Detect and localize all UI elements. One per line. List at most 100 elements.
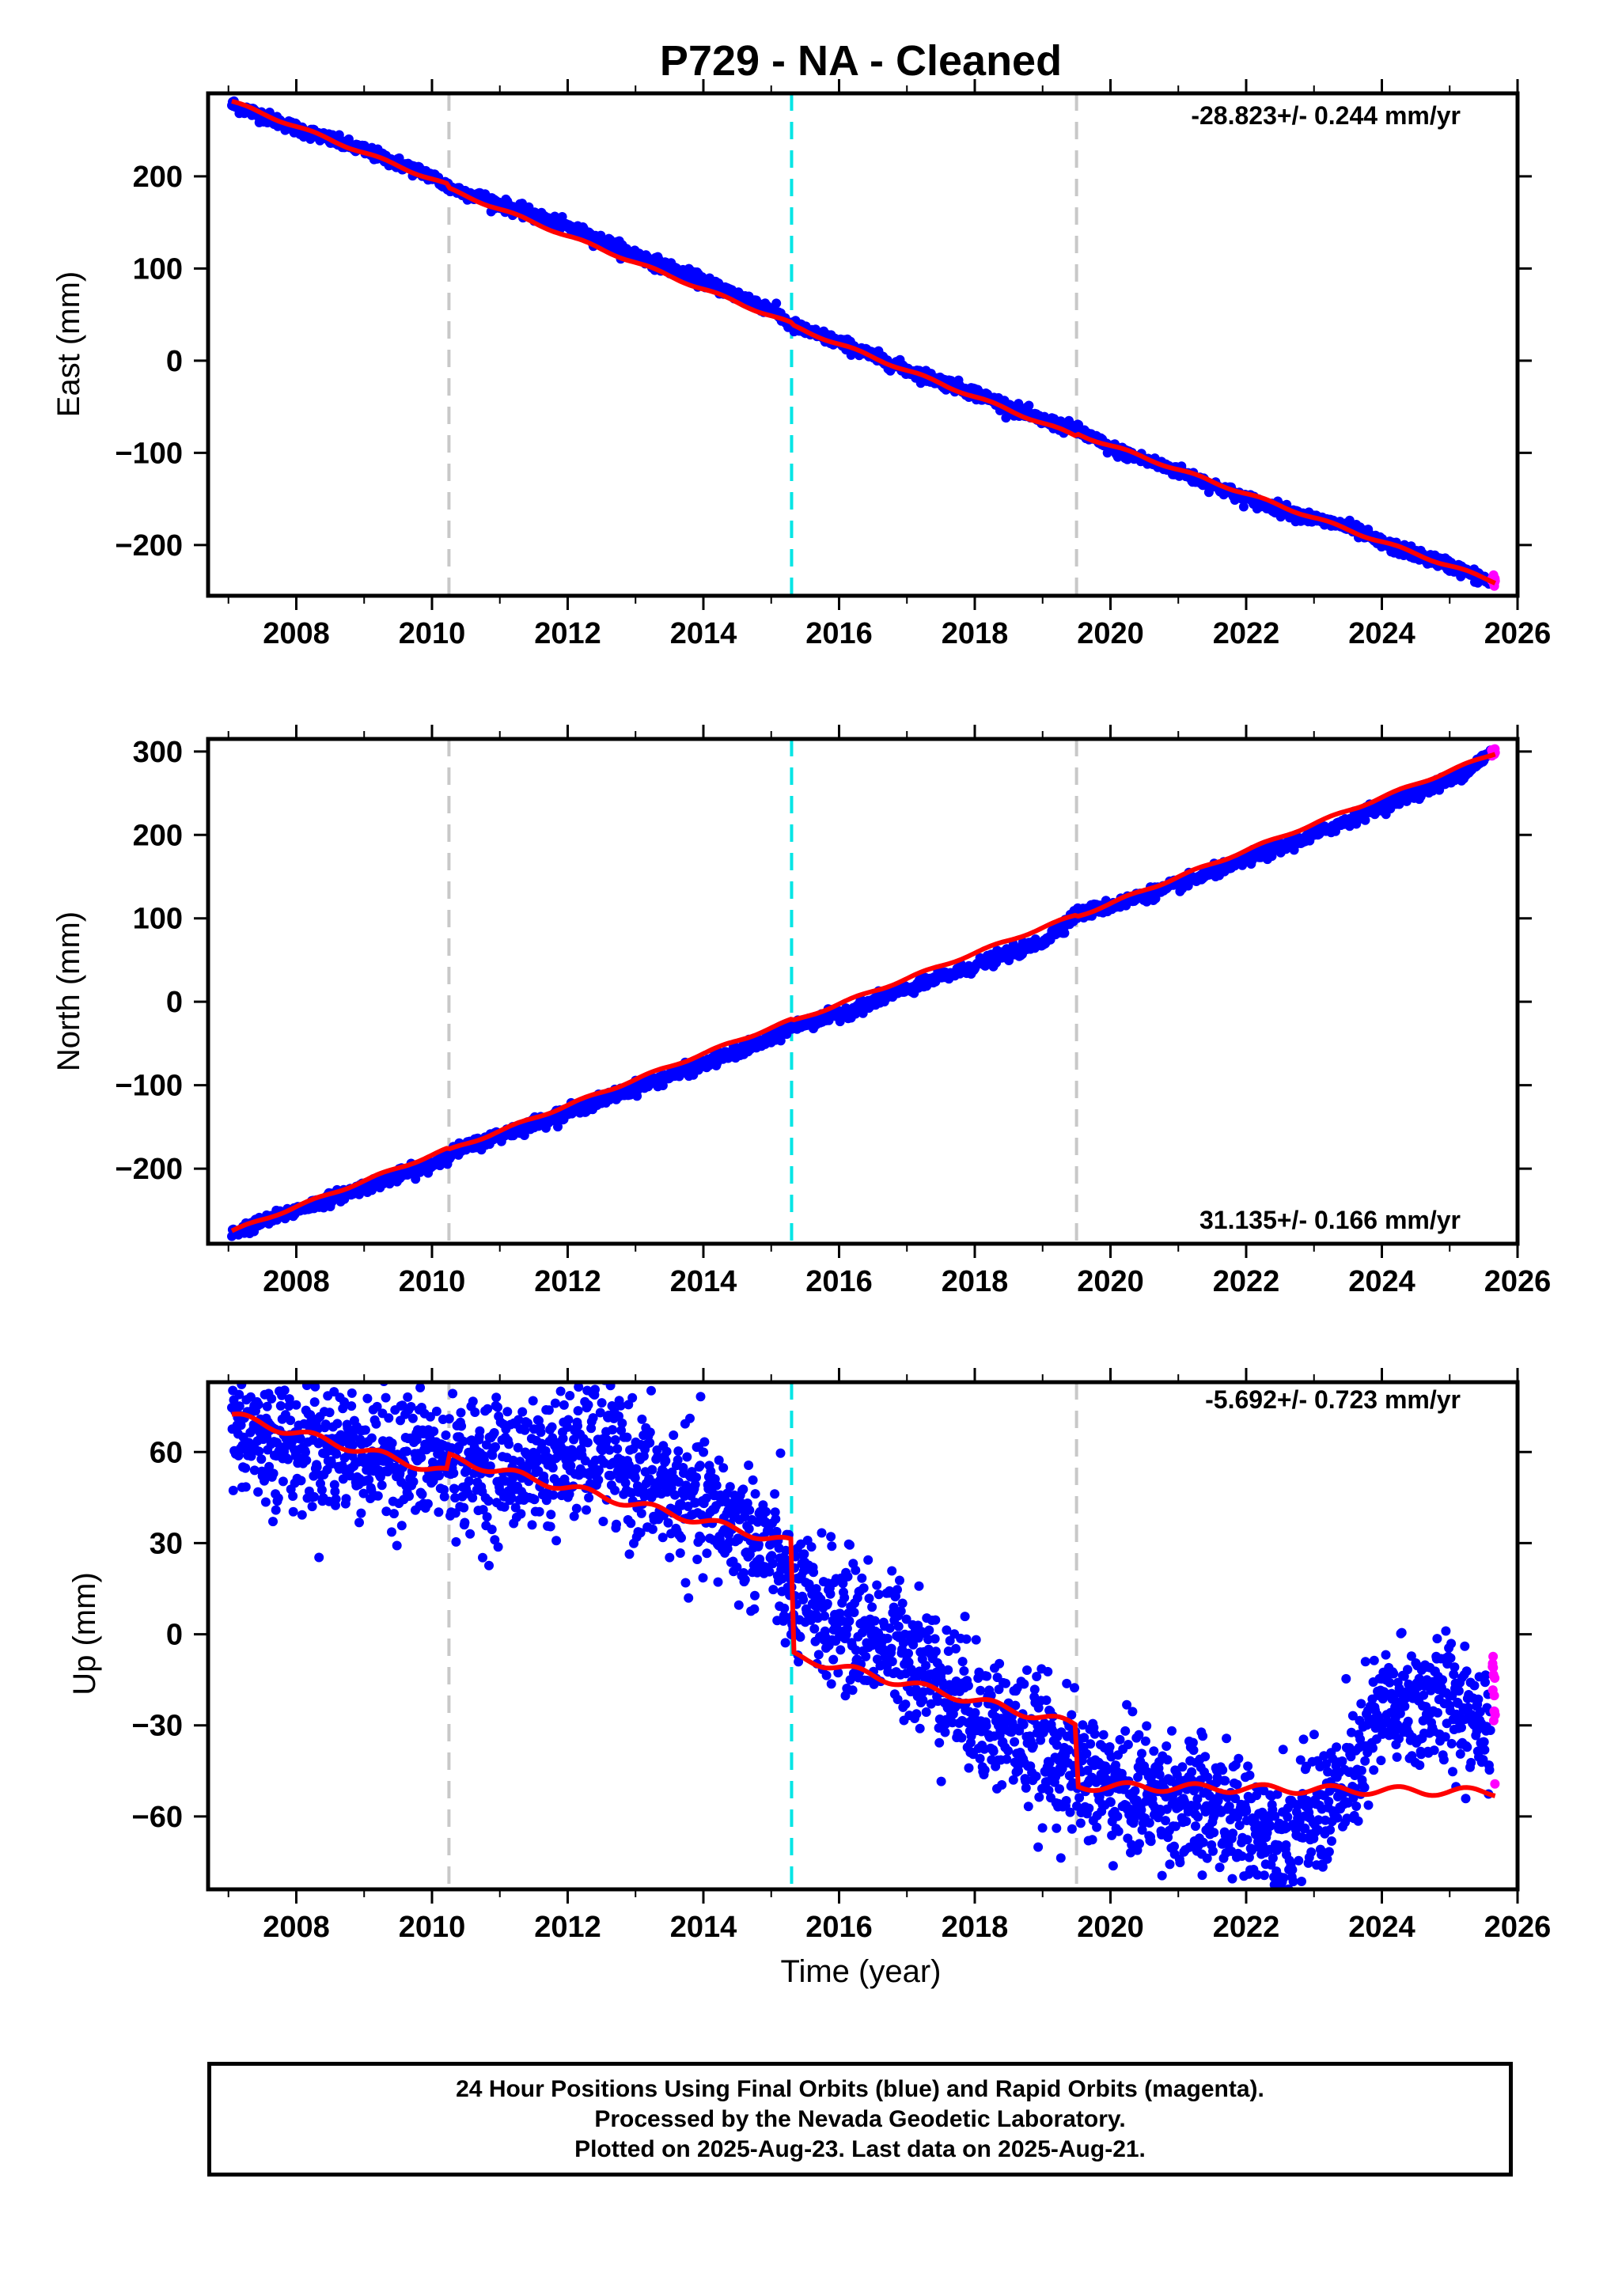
x-tick-label: 2012 [534, 617, 601, 650]
final-orbit-point [381, 1392, 391, 1403]
final-orbit-point [536, 1427, 546, 1438]
final-orbit-point [673, 1477, 684, 1487]
x-tick-label: 2014 [670, 1265, 737, 1298]
x-tick-label: 2008 [263, 617, 330, 650]
final-orbit-point [546, 1510, 556, 1520]
x-tick-label: 2010 [399, 1265, 466, 1298]
final-orbit-point [315, 1372, 324, 1381]
final-orbit-point [373, 1491, 383, 1501]
final-orbit-point [849, 1608, 859, 1617]
final-orbit-point [858, 1583, 869, 1593]
chart-title: P729 - NA - Cleaned [660, 37, 1062, 85]
final-orbit-point [491, 1442, 500, 1452]
final-orbit-point [563, 1422, 573, 1432]
final-orbit-point [588, 1413, 598, 1423]
final-orbit-point [624, 1549, 635, 1559]
final-orbit-point [886, 1643, 896, 1654]
final-orbit-point [291, 1400, 301, 1410]
final-orbit-point [314, 1552, 324, 1563]
final-orbit-point [510, 1502, 521, 1513]
final-orbit-point [584, 1493, 594, 1502]
final-orbit-point [347, 1401, 357, 1411]
y-tick-label: 300 [133, 736, 183, 769]
final-orbit-point [864, 1593, 874, 1604]
final-orbit-point [523, 1418, 532, 1428]
final-orbit-point [548, 1463, 558, 1473]
up-panel: 2008 2010 2012 2014 2016 2018 2020 2022 2024 2026… [67, 1337, 1551, 1944]
final-orbit-point [483, 1404, 493, 1414]
final-orbit-point [354, 1517, 364, 1528]
final-orbit-point [836, 1645, 846, 1655]
final-orbit-point [324, 1408, 335, 1418]
final-orbit-point [416, 1453, 426, 1463]
final-orbit-point [528, 1396, 538, 1406]
final-orbit-point [348, 1440, 358, 1450]
final-orbit-point [307, 1502, 317, 1512]
final-orbit-point [513, 1415, 524, 1425]
final-orbit-point [362, 1393, 373, 1404]
final-orbit-point [835, 1608, 845, 1619]
final-orbit-point [610, 1485, 620, 1495]
final-orbit-point [415, 1382, 426, 1392]
final-orbit-point [331, 1494, 341, 1504]
final-orbit-point [558, 1434, 568, 1444]
final-orbit-point [573, 1406, 583, 1416]
final-orbit-point [459, 1502, 469, 1513]
final-orbit-point [573, 1421, 582, 1431]
final-orbit-point [821, 1670, 832, 1680]
final-orbit-point [612, 1444, 623, 1454]
final-orbit-point [387, 1438, 397, 1449]
final-orbit-point [286, 1415, 296, 1426]
final-orbit-point [626, 1518, 636, 1529]
final-orbit-point [874, 1589, 884, 1600]
final-orbit-point [840, 1691, 851, 1701]
final-orbit-point [347, 1388, 357, 1398]
final-orbit-point [545, 1521, 555, 1532]
final-orbit-point [606, 1471, 616, 1480]
final-orbit-point [598, 1517, 608, 1526]
model-line [231, 99, 1496, 585]
final-orbit-point [566, 1461, 576, 1471]
final-orbit-point [806, 1542, 817, 1552]
final-orbit-point [631, 1464, 642, 1474]
final-orbit-point [844, 1616, 855, 1626]
final-orbit-point [320, 1419, 331, 1430]
final-orbit-point [602, 1435, 612, 1445]
final-orbit-point [396, 1521, 407, 1531]
final-orbit-point [665, 1552, 675, 1563]
final-orbit-point [692, 1472, 701, 1483]
final-orbit-point [493, 1402, 502, 1412]
final-orbit-point [490, 1535, 500, 1545]
final-orbit-point [612, 1337, 622, 1347]
final-orbit-point [839, 1593, 850, 1603]
y-tick-label: 100 [133, 903, 183, 936]
final-orbit-point [617, 1418, 627, 1428]
final-orbit-point [725, 1482, 735, 1492]
final-orbit-point [1059, 928, 1070, 938]
final-orbit-point [825, 1589, 836, 1599]
final-orbit-point [256, 1454, 267, 1464]
final-orbit-point [518, 1370, 528, 1379]
final-orbit-point [699, 1437, 710, 1447]
final-orbit-point [827, 1541, 837, 1552]
final-orbit-point [738, 1484, 748, 1495]
final-orbit-point [645, 1438, 655, 1448]
final-orbit-point [475, 1426, 485, 1436]
final-orbit-point [843, 1571, 853, 1582]
final-orbit-point [826, 1532, 836, 1542]
y-tick-label: 200 [133, 819, 183, 852]
final-orbit-point [504, 1439, 514, 1449]
final-orbit-point [451, 1536, 461, 1547]
final-orbit-point [516, 1509, 526, 1519]
final-orbit-point [593, 1465, 604, 1476]
final-orbit-point [838, 1578, 848, 1589]
x-tick-label: 2016 [805, 617, 873, 650]
final-orbit-point [885, 1623, 895, 1633]
final-orbit-point [268, 1468, 279, 1479]
y-tick-label: −200 [115, 529, 183, 563]
final-orbit-point [1024, 400, 1034, 411]
final-orbit-point [565, 1391, 575, 1400]
final-orbit-point [489, 1428, 499, 1438]
final-orbit-point [699, 1447, 709, 1457]
final-orbit-point [506, 1493, 517, 1503]
